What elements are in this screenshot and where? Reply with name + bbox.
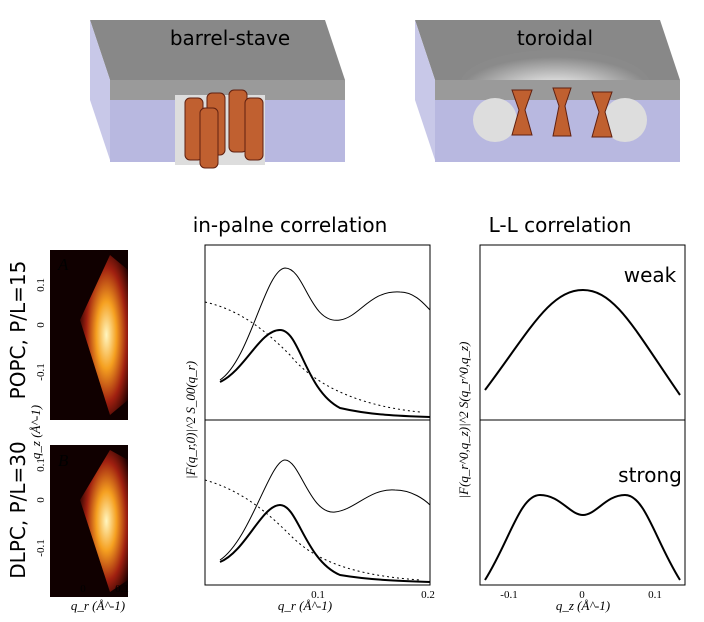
panel-letter: A bbox=[57, 255, 69, 274]
tick-label: 0.1 bbox=[35, 278, 47, 292]
tick-label: -0.1 bbox=[35, 539, 47, 556]
curve bbox=[485, 290, 680, 395]
figure: barrel-stave toroidal POPC, P/L=15 DLPC,… bbox=[0, 0, 704, 618]
toroidal-illustration: toroidal bbox=[415, 20, 680, 162]
axis-label: q_z (Å^-1) bbox=[28, 405, 43, 459]
tick-label: 0 bbox=[35, 322, 47, 328]
tick-label: 0.1 bbox=[35, 458, 47, 472]
axis-label: |F(q_r,0)|^2 S_00(q_r) bbox=[183, 361, 198, 479]
illustration-label: toroidal bbox=[517, 26, 593, 50]
heatmap-b: B bbox=[50, 445, 128, 597]
axis-label: q_z (Å^-1) bbox=[556, 598, 610, 613]
barrel-stave-illustration: barrel-stave bbox=[90, 20, 345, 168]
plot-frame bbox=[205, 420, 430, 585]
row-label: DLPC, P/L=30 bbox=[6, 441, 30, 578]
heatmap-a: A bbox=[50, 250, 128, 420]
curve bbox=[205, 480, 420, 580]
axis-label: q_r (Å^-1) bbox=[278, 598, 332, 613]
plot-frame bbox=[480, 420, 685, 585]
curve bbox=[485, 495, 680, 580]
tick-label: 0 bbox=[35, 497, 47, 503]
tick-label: -0.1 bbox=[500, 589, 517, 601]
row-label: POPC, P/L=15 bbox=[6, 261, 30, 400]
curve bbox=[220, 268, 430, 380]
panel-title: L-L correlation bbox=[489, 213, 632, 237]
illustration-label: barrel-stave bbox=[170, 26, 290, 50]
curve bbox=[205, 302, 420, 412]
plot-frame bbox=[205, 245, 430, 420]
curve bbox=[220, 330, 430, 417]
tick-label: 0.1 bbox=[648, 589, 662, 601]
tick-label: 0.2 bbox=[421, 589, 435, 601]
tick-label: 0 bbox=[80, 583, 86, 595]
axis-label: q_r (Å^-1) bbox=[71, 598, 125, 613]
axis-label: |F(q_r^0,q_z)|^2 S(q_r^0,q_z) bbox=[456, 342, 471, 499]
annotation: strong bbox=[618, 463, 682, 487]
panel-letter: B bbox=[58, 451, 69, 470]
annotation: weak bbox=[624, 263, 677, 287]
curve bbox=[220, 460, 430, 560]
panel-title: in-palne correlation bbox=[193, 213, 388, 237]
tick-label: -0.1 bbox=[35, 363, 47, 380]
tick-label: 0.1 bbox=[115, 583, 129, 595]
